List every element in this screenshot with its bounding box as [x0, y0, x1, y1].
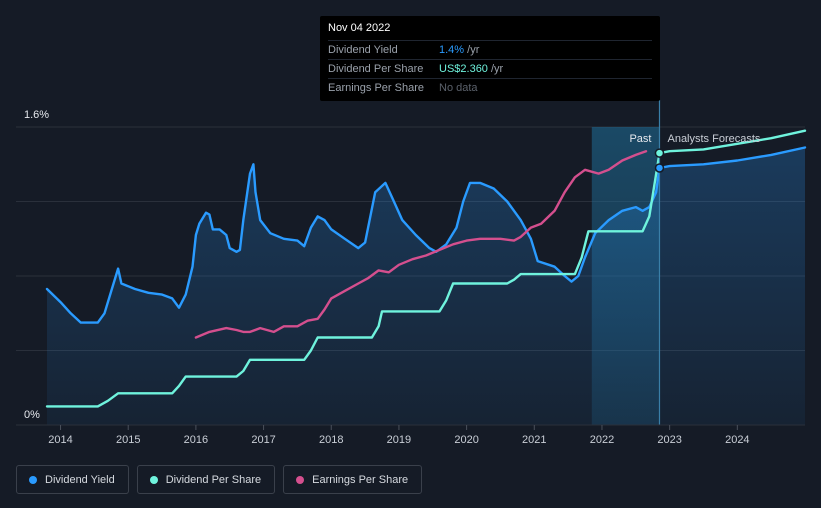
x-tick-label: 2018: [319, 434, 343, 446]
tooltip-value: US$2.360: [439, 63, 488, 75]
hover-markers: [654, 148, 665, 173]
dividend-yield-area: [47, 147, 805, 425]
legend-dot-icon: [149, 475, 158, 484]
x-tick-label: 2019: [387, 434, 411, 446]
tooltip-row-dividend-yield: Dividend Yield 1.4% /yr: [328, 40, 652, 59]
x-tick-label: 2016: [184, 434, 208, 446]
tooltip-date: Nov 04 2022: [328, 22, 391, 34]
dividend-yield-line: [45, 146, 807, 324]
legend-item-earnings-per-share[interactable]: Earnings Per Share: [283, 465, 423, 494]
series-layer: [45, 129, 807, 408]
chart-legend: Dividend Yield Dividend Per Share Earnin…: [16, 465, 423, 494]
dividend-per-share-marker: [654, 148, 665, 158]
tooltip-row-earnings-per-share: Earnings Per Share No data: [328, 78, 652, 97]
tooltip-unit: /yr: [464, 44, 480, 56]
area-layer: [47, 147, 805, 425]
y-axis-top-label: 1.6%: [24, 109, 49, 121]
x-tick-label: 2015: [116, 434, 140, 446]
x-tick-label: 2023: [657, 434, 681, 446]
tooltip-unit: /yr: [487, 63, 504, 75]
hover-tooltip: Nov 04 2022 Dividend Yield 1.4% /yr Divi…: [320, 16, 660, 101]
x-tick-label: 2014: [48, 434, 72, 446]
dividend-per-share-line: [45, 129, 807, 408]
tooltip-label: Dividend Yield: [328, 44, 398, 56]
dividend-chart: Past Analysts Forecasts 1.6% 0% 2014 2015…: [16, 100, 807, 446]
tooltip-value: No data: [439, 82, 478, 94]
x-axis: 2014 2015 2016 2017 2018 2019 2020 2021 2022 2023…: [16, 424, 805, 446]
dividend-yield-marker: [654, 163, 665, 173]
x-tick-label: 2021: [522, 434, 546, 446]
tooltip-label: Dividend Per Share: [328, 63, 424, 75]
legend-label: Earnings Per Share: [312, 473, 409, 486]
x-tick-label: 2022: [590, 434, 614, 446]
tooltip-value: 1.4%: [439, 44, 465, 56]
x-tick-label: 2020: [454, 434, 478, 446]
legend-item-dividend-per-share[interactable]: Dividend Per Share: [136, 465, 276, 494]
y-axis-bottom-label: 0%: [24, 409, 40, 421]
legend-label: Dividend Per Share: [165, 473, 262, 486]
tooltip-row-dividend-per-share: Dividend Per Share US$2.360 /yr: [328, 59, 652, 78]
legend-dot-icon: [296, 475, 305, 484]
analysts-forecasts-label: Analysts Forecasts: [667, 133, 760, 145]
legend-item-dividend-yield[interactable]: Dividend Yield: [16, 465, 129, 494]
legend-dot-icon: [29, 475, 37, 484]
x-tick-label: 2017: [251, 434, 275, 446]
earnings-per-share-line: [194, 150, 648, 339]
x-tick-label: 2024: [725, 434, 749, 446]
legend-label: Dividend Yield: [45, 473, 115, 486]
tooltip-label: Earnings Per Share: [328, 82, 424, 94]
past-label: Past: [629, 133, 651, 145]
